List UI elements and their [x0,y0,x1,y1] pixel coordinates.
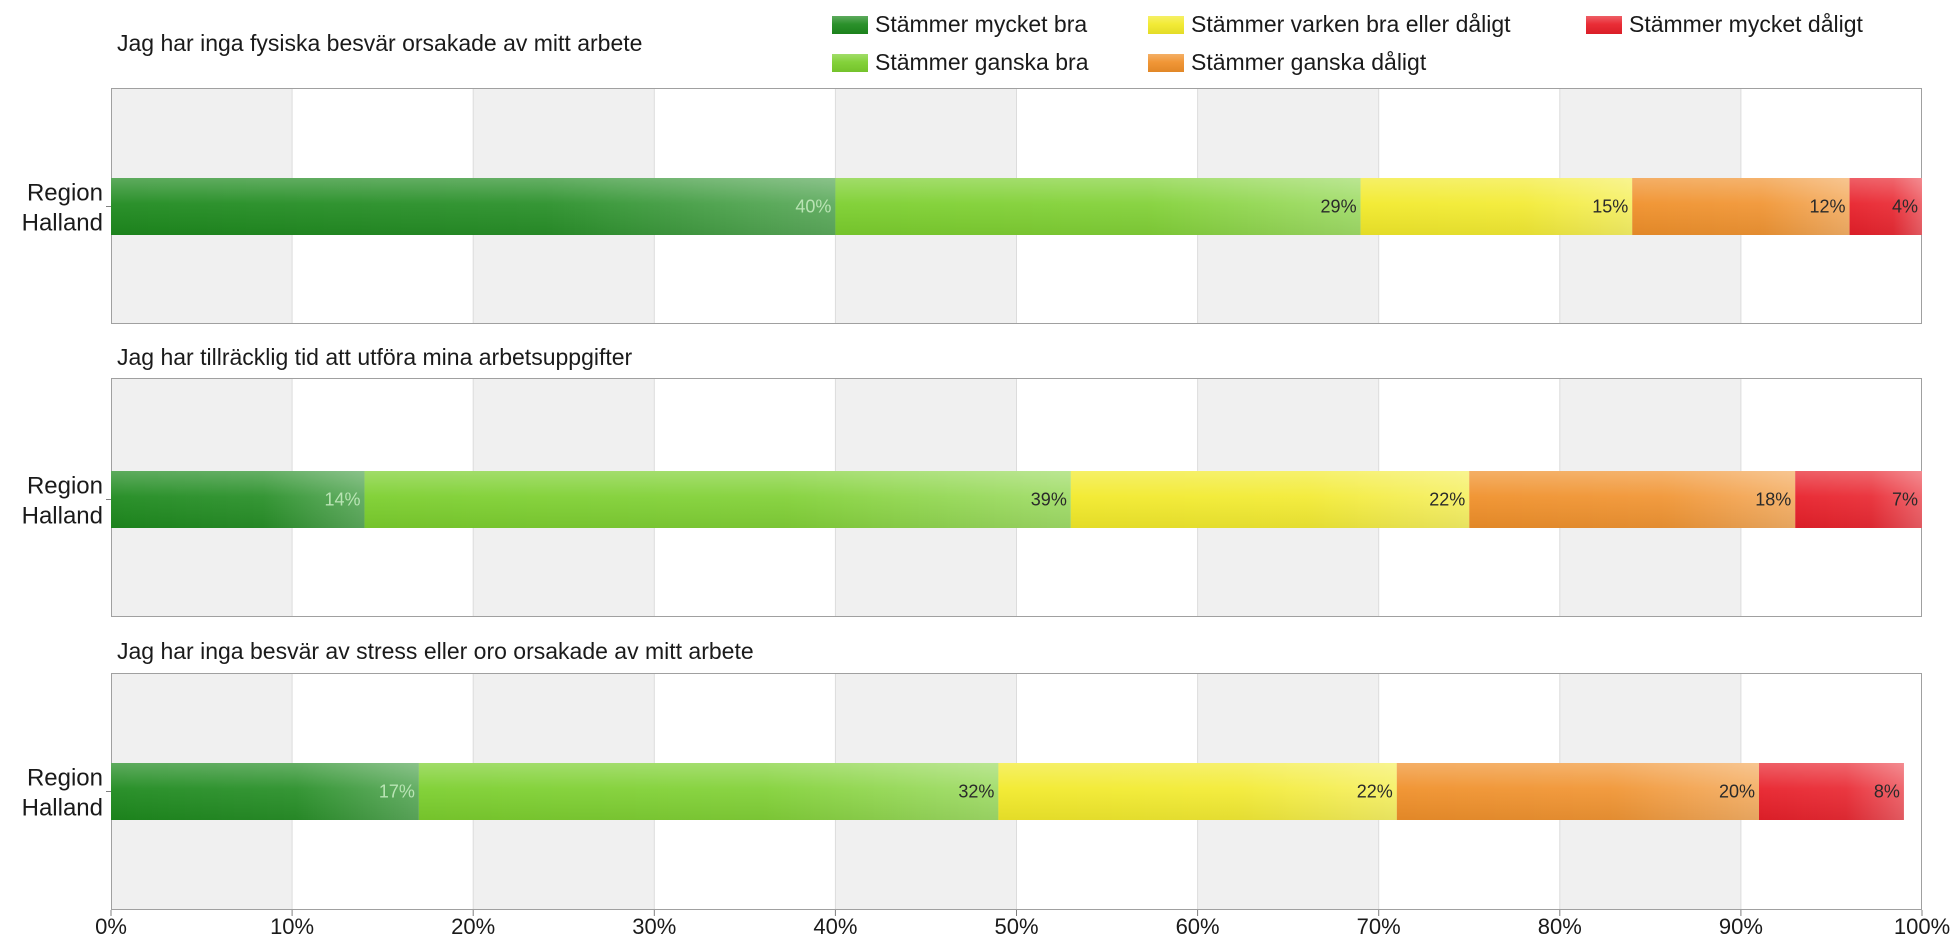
data-label: 17% [379,781,415,801]
bar-gloss [1759,763,1904,820]
panel-2: Jag har tillräcklig tid att utföra mina … [22,344,1922,617]
category-label: Region Halland [22,473,103,530]
bar-gloss [111,178,836,235]
legend-label: Stämmer ganska bra [875,49,1089,75]
x-tick-label: 100% [1894,914,1950,939]
x-tick-label: 60% [1176,914,1220,939]
bar-gloss [835,178,1361,235]
data-label: 18% [1755,489,1791,509]
legend-label: Stämmer varken bra eller dåligt [1191,11,1511,37]
data-label: 8% [1874,781,1900,801]
legend-label: Stämmer ganska dåligt [1191,49,1427,75]
x-tick-label: 10% [270,914,314,939]
data-label: 22% [1357,781,1393,801]
legend-label: Stämmer mycket dåligt [1629,11,1864,37]
legend-item: Stämmer mycket bra [832,11,1087,37]
bar-gloss [1360,178,1633,235]
panel-title: Jag har inga besvär av stress eller oro … [117,638,754,664]
legend-swatch-gloss [1586,16,1622,34]
x-tick-label: 40% [813,914,857,939]
x-tick-label: 70% [1357,914,1401,939]
bar-gloss [418,763,999,820]
data-label: 15% [1592,196,1628,216]
bar-gloss [111,763,419,820]
x-tick-label: 30% [632,914,676,939]
x-tick-label: 80% [1538,914,1582,939]
x-tick-label: 90% [1719,914,1763,939]
legend-item: Stämmer mycket dåligt [1586,11,1864,37]
bar-gloss [1469,471,1796,528]
legend-item: Stämmer ganska bra [832,49,1089,75]
data-label: 14% [325,489,361,509]
data-label: 7% [1892,489,1918,509]
data-label: 32% [958,781,994,801]
bar-gloss [364,471,1071,528]
legend-swatch-gloss [832,54,868,72]
legend-swatch-gloss [1148,16,1184,34]
panel-title: Jag har tillräcklig tid att utföra mina … [117,344,633,370]
panel-3: Jag har inga besvär av stress eller oro … [22,638,1922,910]
bar-gloss [1070,471,1470,528]
data-label: 4% [1892,196,1918,216]
bar-gloss [1632,178,1850,235]
data-label: 12% [1810,196,1846,216]
panel-title: Jag har inga fysiska besvär orsakade av … [117,30,642,56]
panel-1: Jag har inga fysiska besvär orsakade av … [22,30,1922,324]
data-label: 20% [1719,781,1755,801]
legend-swatch-gloss [1148,54,1184,72]
data-label: 39% [1031,489,1067,509]
legend-swatch-gloss [832,16,868,34]
bar-gloss [1396,763,1760,820]
data-label: 29% [1321,196,1357,216]
legend-label: Stämmer mycket bra [875,11,1087,37]
legend-item: Stämmer ganska dåligt [1148,49,1427,75]
x-tick-label: 0% [95,914,127,939]
data-label: 40% [795,196,831,216]
bar-gloss [998,763,1397,820]
bar-gloss [111,471,365,528]
x-tick-label: 20% [451,914,495,939]
category-label: Region Halland [22,765,103,822]
category-label: Region Halland [22,180,103,237]
data-label: 22% [1429,489,1465,509]
bar-gloss [1849,178,1922,235]
x-tick-label: 50% [994,914,1038,939]
bar-gloss [1795,471,1922,528]
legend-item: Stämmer varken bra eller dåligt [1148,11,1511,37]
